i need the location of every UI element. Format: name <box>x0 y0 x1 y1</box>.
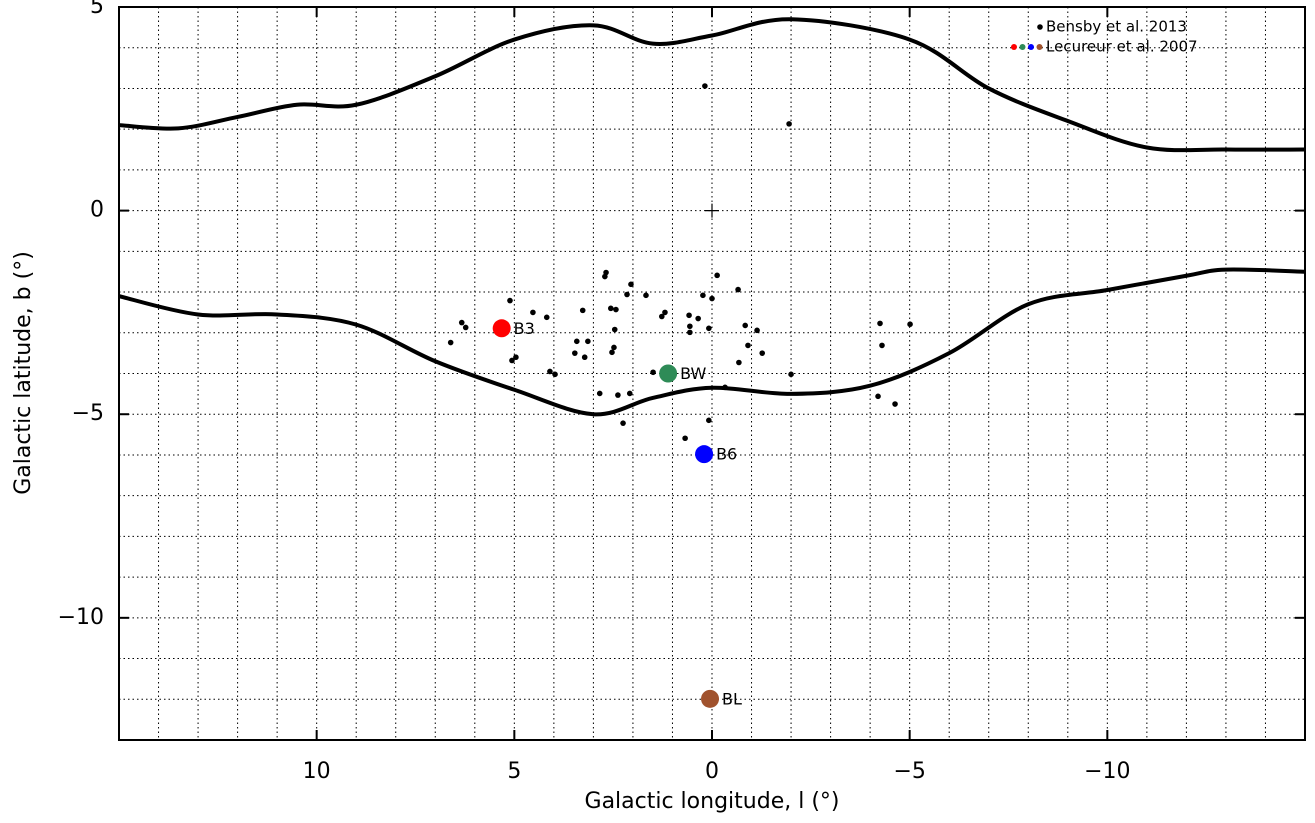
field-label: B3 <box>514 319 535 338</box>
bensby-point <box>650 369 656 376</box>
field-point <box>659 364 678 383</box>
bensby-point <box>687 323 693 330</box>
bensby-point <box>626 390 633 397</box>
bensby-point <box>462 324 469 331</box>
legend-marker <box>1019 44 1026 50</box>
bensby-point <box>602 273 608 280</box>
bensby-point <box>552 371 558 378</box>
bensby-point <box>735 286 741 293</box>
y-tick-label: −10 <box>58 605 104 630</box>
legend-marker <box>1036 44 1043 50</box>
bensby-point <box>745 342 751 349</box>
x-axis-label: Galactic longitude, l (°) <box>585 789 840 814</box>
bensby-point <box>875 393 881 400</box>
bensby-point <box>530 309 536 316</box>
bensby-point <box>611 326 618 333</box>
bensby-point <box>509 357 515 364</box>
bensby-point <box>628 281 634 288</box>
bensby-point <box>706 417 712 424</box>
bensby-point <box>624 291 630 298</box>
bensby-point <box>682 435 688 442</box>
bensby-point <box>620 420 626 426</box>
bensby-point <box>581 354 588 361</box>
x-tick-label: −10 <box>1084 759 1130 784</box>
center-cross <box>705 203 719 218</box>
bensby-point <box>722 384 728 391</box>
bensby-point <box>447 339 454 346</box>
y-axis-label: Galactic latitude, b (°) <box>11 251 36 495</box>
bensby-point <box>788 371 794 378</box>
bensby-point <box>702 83 708 89</box>
bensby-point <box>786 121 792 127</box>
bensby-point <box>547 368 553 375</box>
bensby-point <box>596 390 603 397</box>
bensby-point <box>609 349 615 356</box>
bensby-point <box>709 295 715 302</box>
bensby-point <box>892 401 898 407</box>
legend-label: Bensby et al. 2013 <box>1046 18 1187 36</box>
boundary-curve <box>118 267 1306 417</box>
bensby-point <box>706 325 712 332</box>
legend-label: Lecureur et al. 2007 <box>1046 38 1198 56</box>
bensby-point <box>754 327 760 334</box>
legend: Bensby et al. 2013 Lecureur et al. 2007 <box>1011 18 1198 56</box>
legend-marker <box>1011 44 1017 50</box>
x-tick-label: 10 <box>303 759 331 784</box>
field-point <box>701 689 720 708</box>
field-label: BL <box>722 689 742 708</box>
bensby-point <box>573 338 580 345</box>
boundary-curve <box>118 17 1306 153</box>
bensby-point <box>662 309 668 316</box>
plot-frame <box>118 6 1306 741</box>
bensby-point <box>695 315 701 322</box>
bensby-point <box>643 292 649 299</box>
x-tick-label: 0 <box>705 759 719 784</box>
bensby-point <box>513 354 519 361</box>
bensby-point <box>572 350 578 356</box>
bensby-point <box>658 313 665 320</box>
bensby-point <box>879 342 885 349</box>
bensby-point <box>585 338 591 345</box>
bensby-point <box>759 350 766 356</box>
x-tick-label: 5 <box>507 759 521 784</box>
field-point <box>492 319 511 338</box>
bensby-point <box>700 292 706 299</box>
bensby-point <box>686 312 692 319</box>
bensby-point <box>877 320 883 327</box>
y-tick-label: −5 <box>72 401 104 426</box>
bensby-point <box>613 306 619 313</box>
field-label: B6 <box>716 445 737 464</box>
field-point <box>695 445 714 464</box>
y-tick-label: 0 <box>90 198 104 223</box>
bensby-point <box>907 321 913 328</box>
legend-marker <box>1037 24 1043 30</box>
bensby-point <box>543 314 550 321</box>
bensby-point <box>714 272 720 279</box>
field-label: BW <box>680 364 706 383</box>
bensby-point <box>611 344 617 351</box>
bensby-point <box>607 305 614 312</box>
legend-marker <box>1028 44 1034 50</box>
bensby-point <box>687 329 693 336</box>
bensby-point <box>507 297 513 304</box>
bensby-point <box>458 319 465 326</box>
bensby-point <box>579 307 586 314</box>
bensby-point <box>615 392 621 398</box>
x-tick-label: −5 <box>893 759 925 784</box>
bensby-point <box>742 322 749 329</box>
bensby-point <box>736 359 742 366</box>
y-tick-label: 5 <box>90 0 104 19</box>
